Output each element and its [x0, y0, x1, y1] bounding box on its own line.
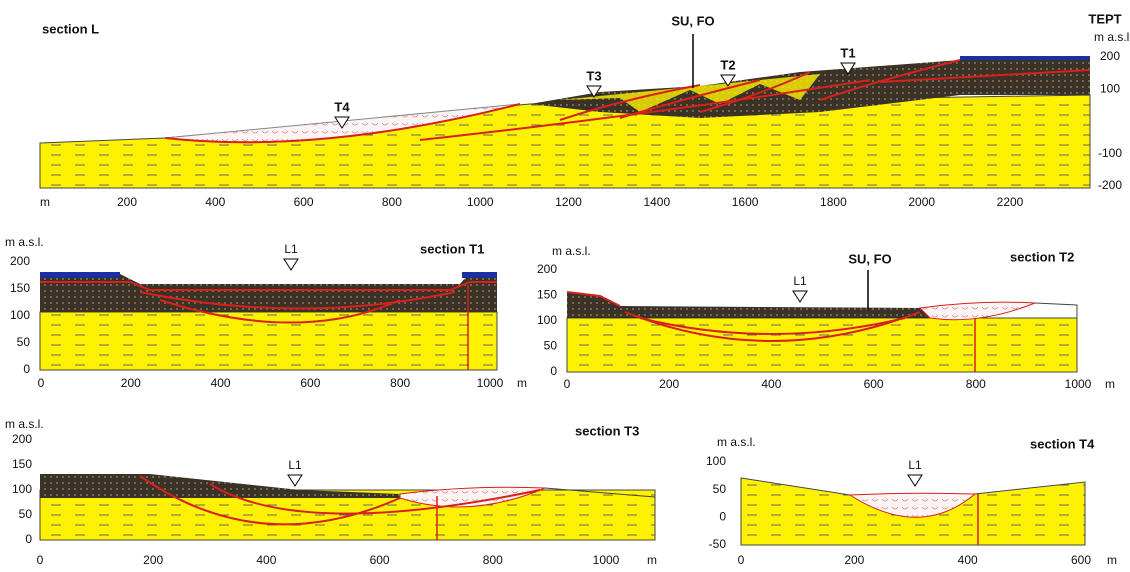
y-tick-label: -100	[1098, 146, 1122, 160]
corner-label: TEPT	[1088, 11, 1121, 26]
x-tick-label: 1800	[820, 195, 847, 209]
y-tick-label: 150	[10, 281, 30, 295]
y-tick-label: 50	[19, 507, 33, 521]
y-tick-label: 200	[537, 262, 557, 276]
y-tick-label: 0	[23, 362, 30, 376]
x-tick-label: 600	[1071, 553, 1091, 567]
x-tick-label: 400	[256, 553, 276, 567]
x-tick-label: 200	[844, 553, 864, 567]
figure: section LTEPTSU, FOmm a.s.l.200400600800…	[0, 0, 1130, 572]
y-unit: m a.s.l.	[5, 235, 44, 249]
y-tick-label: 100	[12, 482, 32, 496]
x-tick-label: 600	[300, 376, 320, 390]
section-t3-geology	[40, 474, 655, 540]
marker-label: L1	[288, 458, 302, 472]
x-tick-label: 600	[864, 377, 884, 391]
x-tick-label: 200	[659, 377, 679, 391]
x-tick-label: 1400	[643, 195, 670, 209]
section-t2-geology	[567, 270, 1077, 372]
x-tick-label: 1000	[1065, 377, 1092, 391]
marker-triangle	[908, 475, 922, 486]
y-tick-label: 0	[719, 510, 726, 524]
x-unit: m	[1107, 553, 1117, 567]
y-tick-label: 200	[12, 432, 32, 446]
x-tick-label: 200	[117, 195, 137, 209]
x-tick-label: 800	[966, 377, 986, 391]
x-unit: m	[1105, 377, 1115, 391]
x-tick-label: 0	[38, 376, 45, 390]
x-tick-label: 600	[294, 195, 314, 209]
marker-label: L1	[908, 458, 922, 472]
x-unit: m	[517, 376, 527, 390]
section-title: section T3	[575, 423, 639, 438]
well-label: SU, FO	[671, 13, 714, 28]
y-unit: m a.s.l.	[552, 244, 591, 258]
y-unit: m a.s.l.	[1094, 30, 1130, 44]
section-t4-geology	[741, 478, 1085, 545]
x-tick-label: 1000	[593, 553, 620, 567]
y-tick-label: 200	[10, 254, 30, 268]
y-tick-label: 50	[713, 482, 727, 496]
y-unit: m a.s.l.	[717, 435, 756, 449]
x-tick-label: 2000	[908, 195, 935, 209]
x-tick-label: 1000	[477, 376, 504, 390]
x-tick-label: 800	[382, 195, 402, 209]
section-t1-geology	[40, 272, 497, 370]
x-tick-label: 800	[483, 553, 503, 567]
x-tick-label: 600	[370, 553, 390, 567]
y-tick-label: 50	[544, 339, 558, 353]
x-tick-label: 1200	[555, 195, 582, 209]
section-title: section L	[42, 21, 99, 36]
marker-triangle	[793, 291, 807, 302]
marker-label: L1	[284, 242, 298, 256]
section-title: section T1	[420, 241, 484, 256]
marker-label: L1	[793, 274, 807, 288]
x-tick-label: 1600	[732, 195, 759, 209]
y-tick-label: 100	[1100, 81, 1120, 95]
x-unit: m	[647, 553, 657, 567]
y-tick-label: 0	[25, 532, 32, 546]
y-tick-label: 0	[550, 364, 557, 378]
well-label: SU, FO	[848, 251, 891, 266]
x-tick-label: 800	[390, 376, 410, 390]
y-tick-label: 100	[10, 308, 30, 322]
section-l-geology	[40, 34, 1090, 188]
marker-label: T1	[840, 45, 855, 60]
y-tick-label: -200	[1098, 178, 1122, 192]
y-tick-label: 200	[1100, 49, 1120, 63]
x-tick-label: 0	[564, 377, 571, 391]
x-tick-label: 400	[958, 553, 978, 567]
marker-label: T4	[334, 99, 350, 114]
x-tick-label: 400	[205, 195, 225, 209]
section-title: section T2	[1010, 249, 1074, 264]
marker-label: T2	[720, 57, 735, 72]
section-title: section T4	[1030, 436, 1095, 451]
x-tick-label: 0	[738, 553, 745, 567]
x-tick-label: 400	[211, 376, 231, 390]
x-tick-label: 200	[143, 553, 163, 567]
y-tick-label: 100	[706, 454, 726, 468]
x-tick-label: 400	[761, 377, 781, 391]
y-tick-label: 100	[537, 313, 557, 327]
marker-triangle	[284, 259, 298, 270]
x-tick-label: 2200	[997, 195, 1024, 209]
y-tick-label: 50	[17, 335, 31, 349]
x-tick-label: 1000	[467, 195, 494, 209]
marker-triangle	[288, 475, 302, 486]
y-unit: m a.s.l.	[5, 417, 44, 431]
x-tick-label: 0	[37, 553, 44, 567]
y-tick-label: 150	[537, 288, 557, 302]
y-tick-label: -50	[709, 537, 727, 551]
marker-label: T3	[586, 68, 601, 83]
y-tick-label: 150	[12, 457, 32, 471]
x-tick-label: 200	[121, 376, 141, 390]
x-unit: m	[40, 195, 50, 209]
